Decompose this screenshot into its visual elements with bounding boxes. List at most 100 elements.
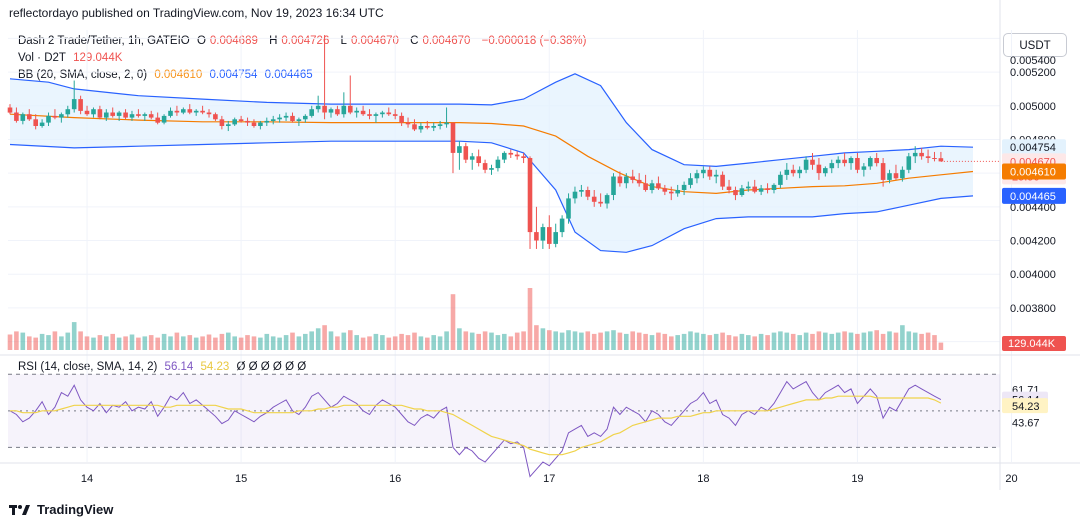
volume-bar [232,336,237,350]
price-axis-label: 0.004200 [1010,236,1056,248]
volume-bar [20,332,26,350]
volume-bar [360,337,366,350]
tradingview-footer[interactable]: TradingView [9,502,113,517]
volume-bar [611,330,616,350]
candle-body [418,126,424,130]
candle-body [444,122,449,125]
candle-body [585,190,591,197]
volume-bar [585,331,591,350]
rsi-label[interactable]: RSI (14, close, SMA, 14, 2) [18,361,158,373]
candle-body [604,195,610,204]
volume-bar [431,335,436,350]
volume-bar [200,336,205,350]
volume-bar [322,325,327,350]
candle-body [855,158,860,170]
candle-body [566,198,571,219]
candle-body [219,119,225,126]
candle-body [65,109,71,115]
candle-body [399,115,404,123]
volume-bar [354,335,359,350]
volume-bar [502,333,507,350]
volume-bar [168,336,173,350]
volume-bar [874,330,879,350]
candle-body [835,159,841,164]
candle-body [91,109,96,115]
candle-body [527,158,533,233]
candle-body [193,110,199,113]
rsi-band [8,374,1000,448]
volume-bar [123,336,128,350]
candle-body [778,174,783,185]
volume-bar [765,335,770,350]
volume-bar [707,335,713,350]
volume-bar [713,333,719,350]
time-axis-label: 20 [1005,473,1017,485]
candle-body [283,115,289,118]
price-axis-label: 0.004000 [1010,269,1056,281]
volume-bar [148,335,154,350]
candle-body [7,107,13,113]
volume-bar [219,333,225,350]
volume-bar [527,288,533,350]
volume-bar [425,337,430,350]
candle-body [630,176,635,180]
volume-bar [579,332,584,350]
price-axis-label: 0.005000 [1010,101,1056,113]
volume-bar [380,335,385,350]
time-axis-label: 18 [697,473,709,485]
publisher-header: reflectordayo published on TradingView.c… [9,6,384,20]
volume-bar [450,294,456,350]
candle-body [739,188,745,195]
volume-bar [412,332,417,350]
candle-body [27,114,32,120]
candle-body [110,112,115,116]
candle-body [752,186,757,192]
volume-bar [116,337,122,350]
volume-tag-bg [1002,336,1066,351]
candle-body [116,112,122,116]
candle-body [46,115,51,123]
candle-body [264,120,270,123]
candle-body [437,124,443,126]
candle-body [874,158,879,164]
volume-bar [938,342,944,350]
currency-button[interactable]: USDT [1003,33,1067,57]
candle-body [553,232,558,244]
volume-bar [405,335,411,350]
candle-body [303,115,308,120]
candle-body [161,115,167,123]
candle-body [591,196,597,202]
candle-body [514,154,520,157]
volume-bar [816,331,822,350]
volume-bar [900,325,905,350]
volume-bar [463,331,469,350]
candle-body [656,183,661,189]
candle-body [238,119,244,121]
volume-bar [245,335,250,350]
volume-bar [720,332,725,350]
candle-body [200,110,205,113]
candle-body [681,184,687,190]
volume-bar [155,337,160,350]
volume-bar [855,333,860,350]
volume-bar [52,331,58,350]
volume-bar [880,333,886,350]
volume-bar [283,335,289,350]
time-axis-label: 17 [543,473,555,485]
candle-body [335,109,340,115]
volume-bar [373,333,379,350]
volume-label[interactable]: Vol · D2T [18,52,66,64]
candle-body [489,168,494,170]
volume-bar [335,336,340,350]
candle-body [392,114,398,116]
candle-body [251,122,257,126]
candle-body [52,115,58,118]
rsi-ma-tag-bg [1002,398,1048,414]
bb-upper-tag: 0.004754 [1010,142,1056,154]
volume-bar [572,331,578,350]
volume-bar [469,332,475,350]
volume-bar [136,337,141,350]
candle-body [540,227,546,241]
candle-body [803,159,809,170]
